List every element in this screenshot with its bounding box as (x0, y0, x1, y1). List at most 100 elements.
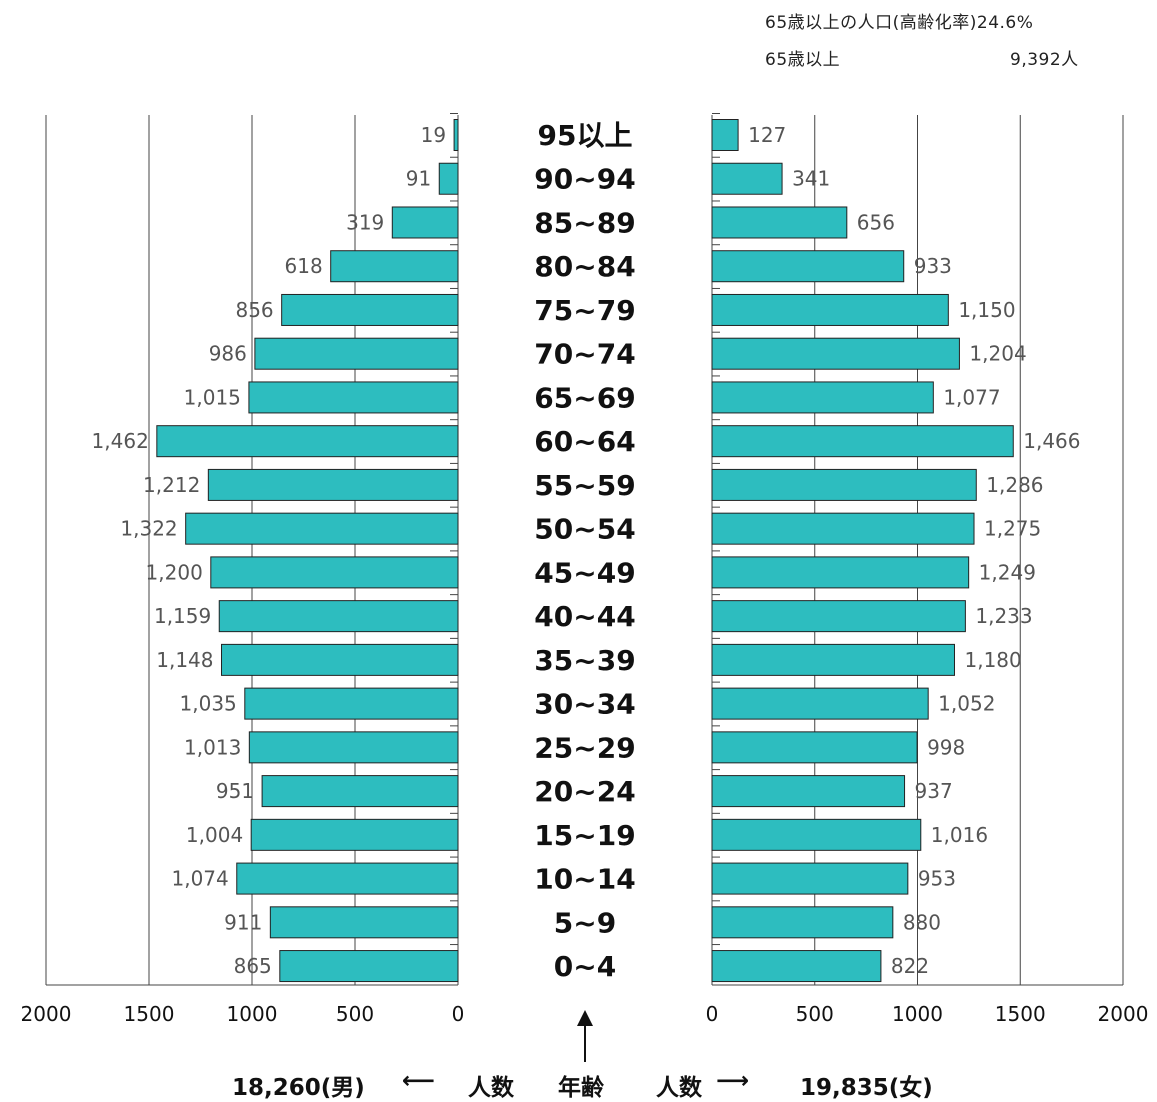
male-tick-label: 500 (336, 1002, 374, 1026)
male-value-label: 618 (285, 254, 323, 278)
age-group-label: 0~4 (554, 950, 616, 983)
age-group-label: 60~64 (534, 425, 635, 458)
male-total: 18,260(男) (232, 1075, 365, 1101)
female-bar (711, 162, 783, 195)
female-bar (711, 381, 934, 414)
male-bar (244, 687, 459, 720)
age-axis-label: 年齢 (558, 1075, 604, 1101)
age-group-label: 70~74 (534, 338, 635, 371)
female-bar (711, 600, 966, 633)
female-tick-label: 500 (796, 1002, 834, 1026)
male-axis-label: 人数 (468, 1075, 514, 1101)
female-value-label: 1,233 (975, 604, 1032, 628)
male-bar (438, 162, 459, 195)
female-bar (711, 818, 922, 851)
male-value-label: 1,322 (120, 517, 177, 541)
female-bar (711, 731, 918, 764)
male-value-label: 911 (224, 910, 262, 934)
female-value-label: 1,249 (979, 560, 1036, 584)
age-group-label: 5~9 (554, 906, 616, 939)
female-value-label: 1,204 (969, 342, 1026, 366)
age-group-label: 20~24 (534, 775, 635, 808)
male-value-label: 1,015 (184, 385, 241, 409)
male-bar (248, 381, 459, 414)
male-value-label: 951 (216, 779, 254, 803)
male-bar (269, 906, 459, 939)
female-value-label: 953 (918, 867, 956, 891)
female-value-label: 1,275 (984, 517, 1041, 541)
male-value-label: 319 (346, 210, 384, 234)
age-group-label: 85~89 (534, 206, 635, 239)
age-group-label: 50~54 (534, 513, 635, 546)
elderly-rate-text: 65歳以上の人口(高齢化率)24.6% (765, 13, 1034, 33)
female-bar (711, 206, 848, 239)
male-value-label: 1,212 (143, 473, 200, 497)
female-value-label: 1,286 (986, 473, 1043, 497)
age-group-label: 35~39 (534, 644, 635, 677)
male-bar (221, 643, 459, 676)
female-value-label: 341 (792, 167, 830, 191)
female-axis-label: 人数 (656, 1075, 702, 1101)
age-group-label: 75~79 (534, 294, 635, 327)
female-bar (711, 643, 955, 676)
male-value-label: 19 (421, 123, 446, 147)
age-group-label: 25~29 (534, 731, 635, 764)
female-bar (711, 512, 975, 545)
male-value-label: 1,004 (186, 823, 243, 847)
female-value-label: 127 (748, 123, 786, 147)
male-bar (207, 468, 459, 501)
elderly-count-row: 65歳以上 9,392人 (765, 45, 1095, 70)
female-bar (711, 425, 1014, 458)
female-value-label: 1,016 (931, 823, 988, 847)
female-value-label: 880 (903, 910, 941, 934)
female-bar (711, 119, 739, 151)
male-bar (261, 775, 459, 808)
female-value-label: 933 (914, 254, 952, 278)
male-bar (279, 950, 459, 983)
male-bar (185, 512, 459, 545)
age-group-label: 15~19 (534, 819, 635, 852)
summary-block: 65歳以上の人口(高齢化率)24.6% (765, 8, 1033, 33)
age-group-label: 55~59 (534, 469, 635, 502)
female-bar (711, 950, 882, 983)
male-value-label: 91 (406, 167, 431, 191)
female-value-label: 998 (927, 735, 965, 759)
female-arrow-icon: ⟶ (716, 1068, 749, 1094)
female-bar (711, 293, 949, 326)
female-value-label: 1,052 (938, 692, 995, 716)
female-value-label: 1,466 (1023, 429, 1080, 453)
female-value-label: 656 (857, 210, 895, 234)
female-bar (711, 250, 905, 283)
male-bar (218, 600, 459, 633)
female-bar (711, 337, 960, 370)
age-group-label: 95以上 (538, 119, 633, 152)
female-bar (711, 906, 894, 939)
male-value-label: 1,013 (184, 735, 241, 759)
male-value-label: 1,462 (92, 429, 149, 453)
elderly-label: 65歳以上 (765, 50, 841, 70)
female-bar (711, 687, 929, 720)
female-bar (711, 775, 906, 808)
age-group-label: 65~69 (534, 381, 635, 414)
age-group-label: 80~84 (534, 250, 635, 283)
female-tick-label: 1000 (892, 1002, 943, 1026)
male-value-label: 1,200 (146, 560, 203, 584)
female-tick-label: 1500 (995, 1002, 1046, 1026)
age-group-label: 45~49 (534, 556, 635, 589)
female-bar (711, 468, 977, 501)
male-value-label: 1,159 (154, 604, 211, 628)
female-tick-label: 2000 (1098, 1002, 1149, 1026)
age-group-label: 90~94 (534, 163, 635, 196)
male-value-label: 1,148 (156, 648, 213, 672)
male-tick-label: 2000 (21, 1002, 72, 1026)
male-tick-label: 1000 (227, 1002, 278, 1026)
male-value-label: 865 (234, 954, 272, 978)
age-group-label: 10~14 (534, 863, 635, 896)
male-value-label: 986 (209, 342, 247, 366)
female-bar (711, 862, 909, 895)
male-arrow-icon: ⟵ (402, 1068, 435, 1094)
age-group-label: 30~34 (534, 688, 635, 721)
female-value-label: 822 (891, 954, 929, 978)
male-tick-label: 1500 (124, 1002, 175, 1026)
